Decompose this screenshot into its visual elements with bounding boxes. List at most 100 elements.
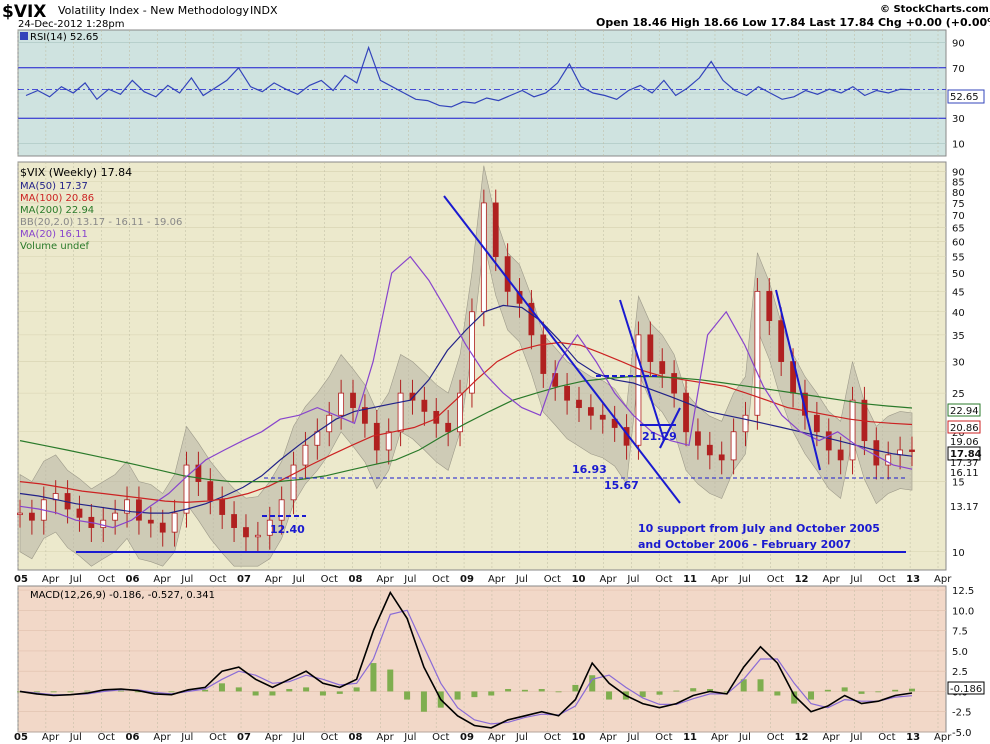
legend-ma200: MA(200) 22.94 xyxy=(20,205,94,216)
price-bar xyxy=(76,508,83,518)
annotation-support-2: and October 2006 - February 2007 xyxy=(638,538,851,551)
macd-histogram-bar xyxy=(538,689,545,692)
macd-xtick: Jul xyxy=(180,732,193,743)
price-bar xyxy=(576,399,582,408)
price-ytick: 50 xyxy=(952,269,965,280)
macd-line xyxy=(19,590,913,729)
price-bar xyxy=(742,414,749,433)
index-name: Volatility Index - New Methodology xyxy=(58,4,249,17)
macd-xtick: 05 xyxy=(14,732,28,743)
macd-histogram-bar xyxy=(471,691,478,698)
macd-xtick: 08 xyxy=(349,732,363,743)
macd-xtick: Jul xyxy=(849,732,862,743)
rsi-ytick: 90 xyxy=(952,39,965,50)
price-bar xyxy=(671,373,678,394)
price-bar xyxy=(659,361,666,374)
macd-ytick: 2.5 xyxy=(952,667,968,678)
macd-histogram-bar xyxy=(168,691,175,693)
legend-bollinger: BB(20,2.0) 13.17 - 16.11 - 19.06 xyxy=(20,217,182,228)
price-bar xyxy=(28,512,35,521)
price-bar xyxy=(718,454,725,461)
macd-lines xyxy=(17,590,915,729)
price-bar xyxy=(837,449,844,461)
macd-histogram-bar xyxy=(892,689,899,692)
price-last-label: 17.84 xyxy=(950,449,982,460)
price-ytick: 90 xyxy=(952,167,965,178)
price-bar xyxy=(159,522,166,533)
price-bar xyxy=(373,422,380,451)
macd-xtick: Apr xyxy=(42,732,60,743)
macd-histogram-bar xyxy=(235,687,242,692)
macd-histogram-bar xyxy=(723,691,730,693)
macd-xtick: Apr xyxy=(153,732,171,743)
price-bar xyxy=(683,392,689,433)
macd-histogram-bar xyxy=(101,689,108,692)
ma50-last-label: 17.37 xyxy=(950,458,979,469)
price-bar xyxy=(730,431,737,461)
price-ytick: 65 xyxy=(952,224,965,235)
macd-xtick: Apr xyxy=(711,732,729,743)
macd-histogram-bar xyxy=(690,688,697,692)
annotation-1567: 15.67 xyxy=(604,479,639,492)
price-bar xyxy=(290,464,297,501)
macd-xtick: 06 xyxy=(126,732,140,743)
macd-histogram-bar xyxy=(218,683,225,692)
ma20-last-label: 16.11 xyxy=(950,468,979,479)
price-bar xyxy=(136,499,142,521)
macd-last-label: -0.186 xyxy=(950,684,982,695)
macd-xtick: Jul xyxy=(515,732,528,743)
chart-datetime: 24-Dec-2012 1:28pm xyxy=(18,19,124,30)
price-xtick: 07 xyxy=(237,574,251,585)
macd-histogram-bar xyxy=(319,691,326,696)
macd-histogram-bar xyxy=(757,679,764,692)
macd-histogram-bar xyxy=(50,691,57,693)
price-last-box xyxy=(947,446,981,461)
price-ytick: 80 xyxy=(952,188,965,199)
price-bar xyxy=(849,399,856,461)
annotation-1693: 16.93 xyxy=(572,463,607,476)
price-xtick: Apr xyxy=(153,574,171,585)
macd-histogram-bar xyxy=(370,663,377,692)
price-bar xyxy=(564,385,570,401)
price-bar xyxy=(100,519,107,528)
price-bar xyxy=(207,481,214,501)
price-xtick: 12 xyxy=(795,574,809,585)
macd-histogram-bar xyxy=(791,691,798,704)
price-bar xyxy=(254,534,261,538)
ma200-line xyxy=(19,376,913,483)
price-bar xyxy=(266,519,273,536)
price-bar xyxy=(338,392,345,416)
price-bar xyxy=(350,392,356,408)
legend-ma100: MA(100) 20.86 xyxy=(20,193,94,204)
price-xtick: Apr xyxy=(711,574,729,585)
price-bar xyxy=(873,440,880,466)
price-ytick: 75 xyxy=(952,199,965,210)
macd-histogram-bar xyxy=(454,691,461,700)
price-ytick: 70 xyxy=(952,211,965,222)
macd-xtick: Oct xyxy=(655,732,672,743)
price-xtick: 05 xyxy=(14,574,28,585)
quote-line: Open 18.46 High 18.66 Low 17.84 Last 17.… xyxy=(596,16,990,29)
macd-histogram-bar xyxy=(252,691,259,696)
macd-xtick: 09 xyxy=(460,732,474,743)
moving-averages xyxy=(19,255,913,529)
macd-histogram-bar xyxy=(707,689,714,692)
price-xtick: Apr xyxy=(265,574,283,585)
macd-histogram-bar xyxy=(387,669,394,692)
price-bar xyxy=(421,399,428,412)
price-xtick: Jul xyxy=(849,574,862,585)
trend-annotations xyxy=(76,195,906,553)
price-xtick: Oct xyxy=(655,574,672,585)
macd-histogram-bar xyxy=(673,690,680,692)
price-ytick: 30 xyxy=(952,358,965,369)
ma200-last-label: 22.94 xyxy=(950,406,979,417)
bb-lower-label: 13.17 xyxy=(950,502,979,513)
macd-histogram-bar xyxy=(33,691,40,693)
price-bar xyxy=(183,464,190,514)
macd-histogram-bar xyxy=(858,691,865,694)
macd-ytick: -5.0 xyxy=(952,728,972,739)
macd-histogram-bar xyxy=(202,689,209,692)
price-xtick: Oct xyxy=(544,574,561,585)
macd-histogram-bar xyxy=(117,690,124,692)
